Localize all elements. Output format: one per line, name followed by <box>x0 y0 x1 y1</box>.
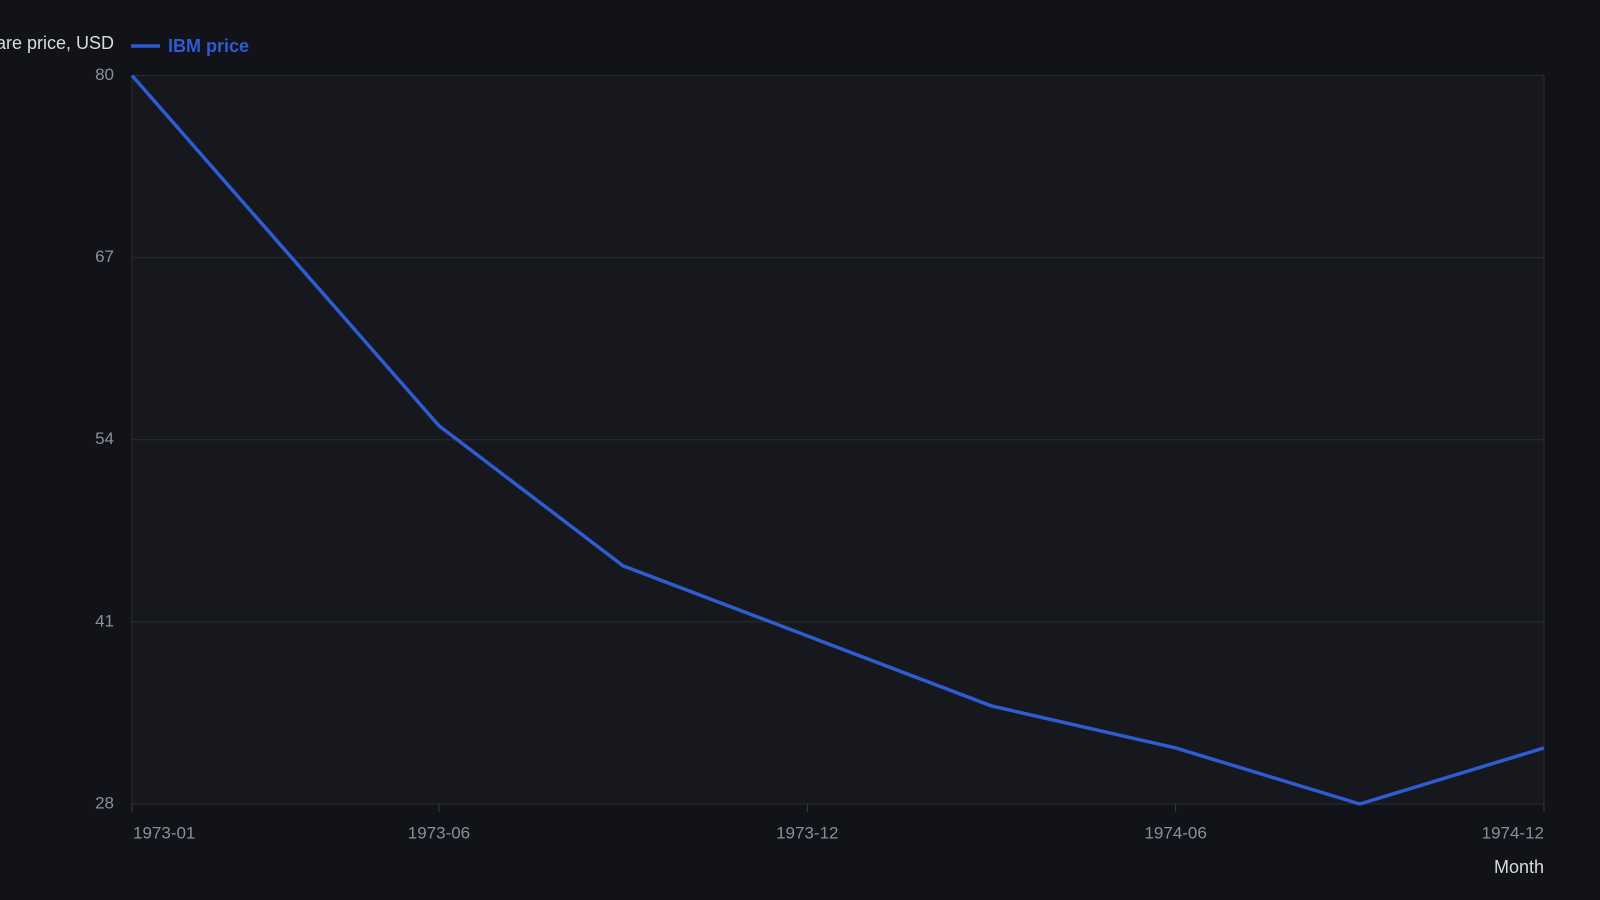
y-tick-label: 41 <box>95 611 114 630</box>
y-axis-title: Share price, USD <box>0 33 114 53</box>
y-tick-label: 28 <box>95 793 114 812</box>
y-tick-label: 67 <box>95 247 114 266</box>
x-tick-label: 1974-06 <box>1144 823 1206 842</box>
x-tick-label: 1973-01 <box>133 823 195 842</box>
x-tick-label: 1973-12 <box>776 823 838 842</box>
x-tick-label: 1974-12 <box>1482 823 1544 842</box>
y-tick-label: 54 <box>95 429 114 448</box>
x-axis-title: Month <box>1494 857 1544 877</box>
y-tick-label: 80 <box>95 65 114 84</box>
x-tick-label: 1973-06 <box>408 823 470 842</box>
data-line <box>130 74 1545 806</box>
legend-label: IBM price <box>168 36 249 56</box>
